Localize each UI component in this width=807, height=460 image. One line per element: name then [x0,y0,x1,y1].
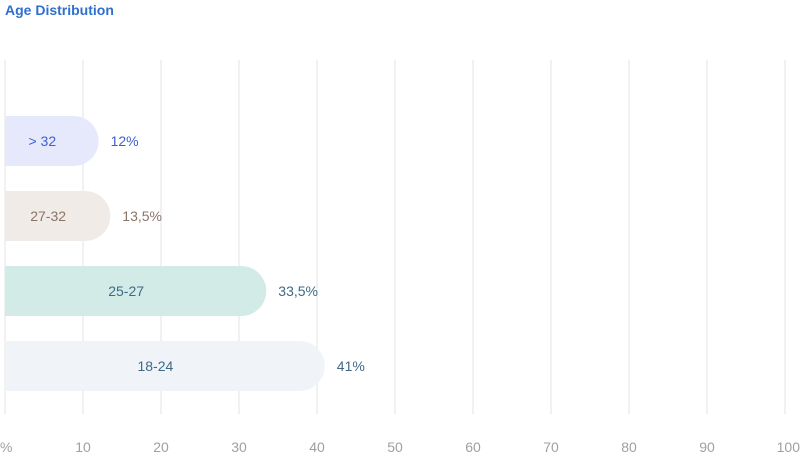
bar [5,116,99,166]
bar [5,191,111,241]
x-tick-label: 80 [621,439,637,455]
x-tick-label: 40 [309,439,325,455]
x-tick-label: 30 [231,439,247,455]
bar-value-label: 33,5% [278,283,318,299]
bar-category-label: > 32 [28,133,56,149]
x-tick-label: 50 [387,439,403,455]
x-tick-label: % [0,439,12,455]
bar-value-label: 13,5% [122,208,162,224]
bar [5,266,267,316]
bar-category-label: 18-24 [137,358,173,374]
x-tick-label: 60 [465,439,481,455]
bar-category-label: 25-27 [108,283,144,299]
x-tick-label: 90 [699,439,715,455]
bar [5,341,325,391]
chart-title: Age Distribution [5,2,114,18]
bar-category-label: 27-32 [30,208,66,224]
x-tick-label: 70 [543,439,559,455]
x-tick-label: 20 [153,439,169,455]
x-tick-label: 100 [777,439,801,455]
bar-value-label: 12% [111,133,139,149]
bar-value-label: 41% [337,358,365,374]
x-tick-label: 10 [75,439,91,455]
